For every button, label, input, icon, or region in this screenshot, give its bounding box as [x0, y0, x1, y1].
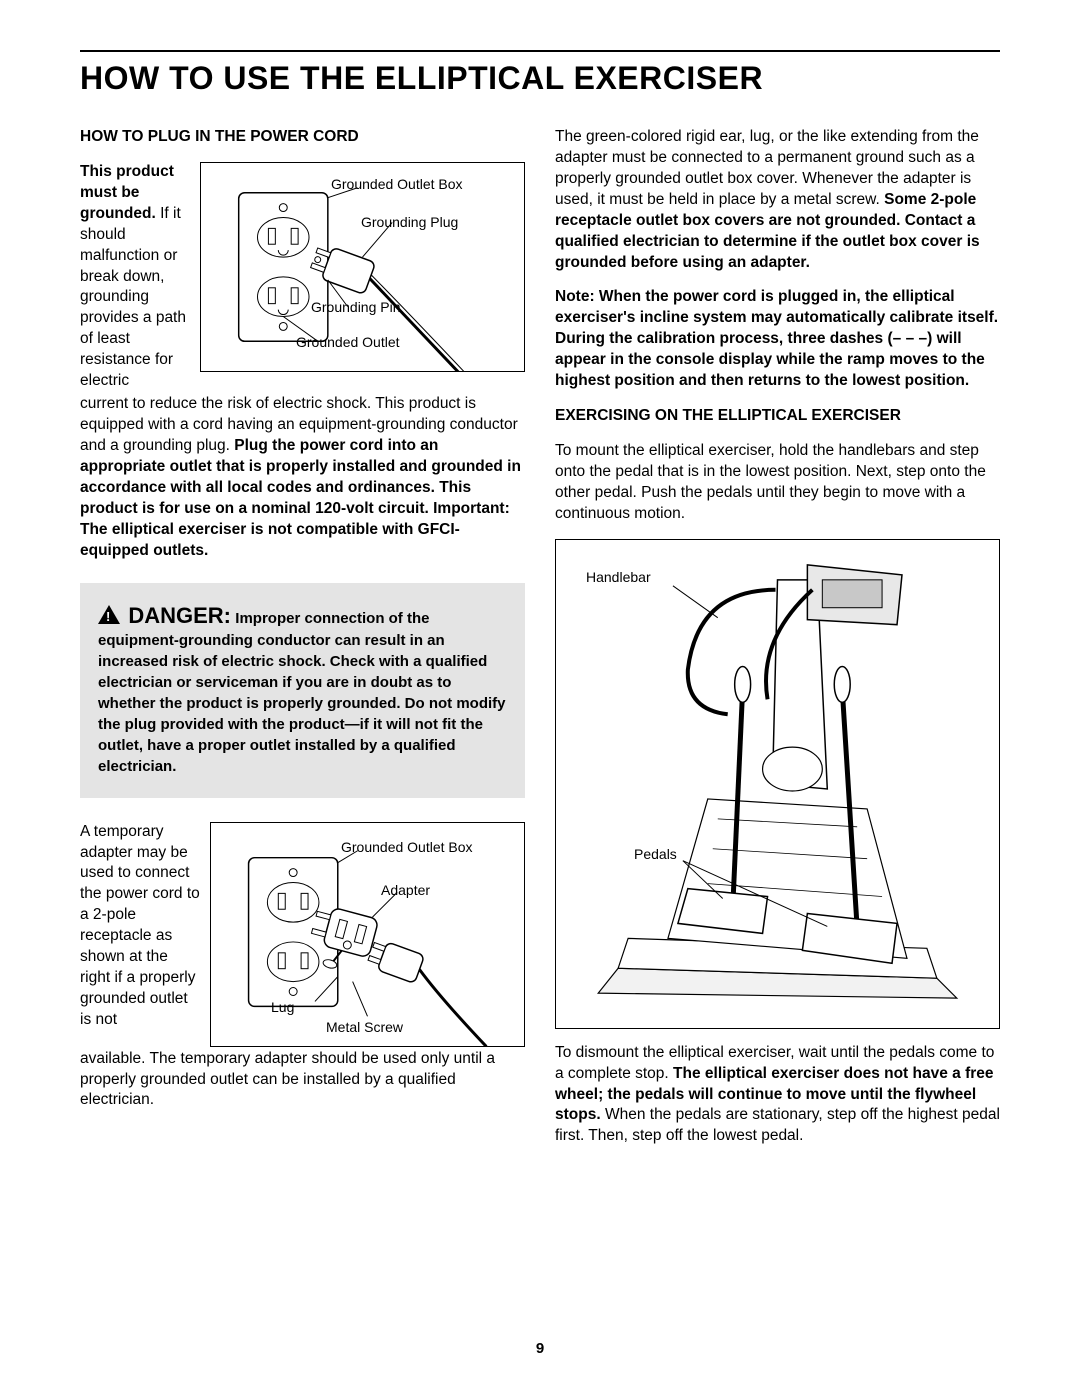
adapter-intro-text: A temporary adapter may be used to conne…: [80, 822, 200, 1031]
top-rule: [80, 50, 1000, 52]
adapter-ground-para: The green-colored rigid ear, lug, or the…: [555, 127, 1000, 273]
grounding-cont-bold: Plug the power cord into an appropriate …: [80, 437, 521, 559]
calibration-note: Note: When the power cord is plugged in,…: [555, 287, 1000, 392]
left-column: HOW TO PLUG IN THE POWER CORD This produ…: [80, 127, 525, 1147]
section-heading-exercise: EXERCISING ON THE ELLIPTICAL EXERCISER: [555, 406, 1000, 427]
two-column-layout: HOW TO PLUG IN THE POWER CORD This produ…: [80, 127, 1000, 1147]
dismount-b: When the pedals are stationary, step off…: [555, 1106, 1000, 1144]
elliptical-diagram-icon: [556, 540, 999, 1028]
grounding-rest: If it should malfunction or break down, …: [80, 205, 186, 389]
figure-outlet-2: Grounded Outlet Box Adapter Lug Metal Sc…: [210, 822, 525, 1047]
fig2-label-lug: Lug: [271, 998, 294, 1017]
fig1-label-outlet: Grounded Outlet: [296, 333, 400, 352]
fig3-label-pedals: Pedals: [634, 845, 677, 864]
grounding-intro-row: This product must be grounded. If it sho…: [80, 162, 525, 392]
warning-triangle-icon: [98, 605, 120, 624]
fig3-label-handlebar: Handlebar: [586, 568, 651, 587]
figure-outlet-1: Grounded Outlet Box Grounding Plug Groun…: [200, 162, 525, 372]
page-title: HOW TO USE THE ELLIPTICAL EXERCISER: [80, 60, 1000, 97]
fig1-label-outlet-box: Grounded Outlet Box: [331, 175, 463, 194]
fig2-label-adapter: Adapter: [381, 881, 430, 900]
grounding-intro-text: This product must be grounded. If it sho…: [80, 162, 190, 392]
grounding-continued-para: current to reduce the risk of electric s…: [80, 394, 525, 561]
mount-instructions: To mount the elliptical exerciser, hold …: [555, 441, 1000, 525]
dismount-para: To dismount the elliptical exerciser, wa…: [555, 1043, 1000, 1148]
section-heading-power-cord: HOW TO PLUG IN THE POWER CORD: [80, 127, 525, 148]
fig1-label-pin: Grounding Pin: [311, 298, 401, 317]
danger-body: Improper connection of the equipment-gro…: [98, 610, 506, 774]
fig2-label-screw: Metal Screw: [326, 1018, 403, 1037]
page-number: 9: [0, 1340, 1080, 1357]
danger-word: DANGER:: [128, 603, 231, 628]
adapter-intro-row: A temporary adapter may be used to conne…: [80, 822, 525, 1047]
fig2-label-outlet-box: Grounded Outlet Box: [341, 838, 473, 857]
right-column: The green-colored rigid ear, lug, or the…: [555, 127, 1000, 1147]
danger-callout: DANGER: Improper connection of the equip…: [80, 583, 525, 797]
fig1-label-plug: Grounding Plug: [361, 213, 458, 232]
adapter-continued-para: available. The temporary adapter should …: [80, 1049, 525, 1112]
figure-elliptical: Handlebar Pedals: [555, 539, 1000, 1029]
